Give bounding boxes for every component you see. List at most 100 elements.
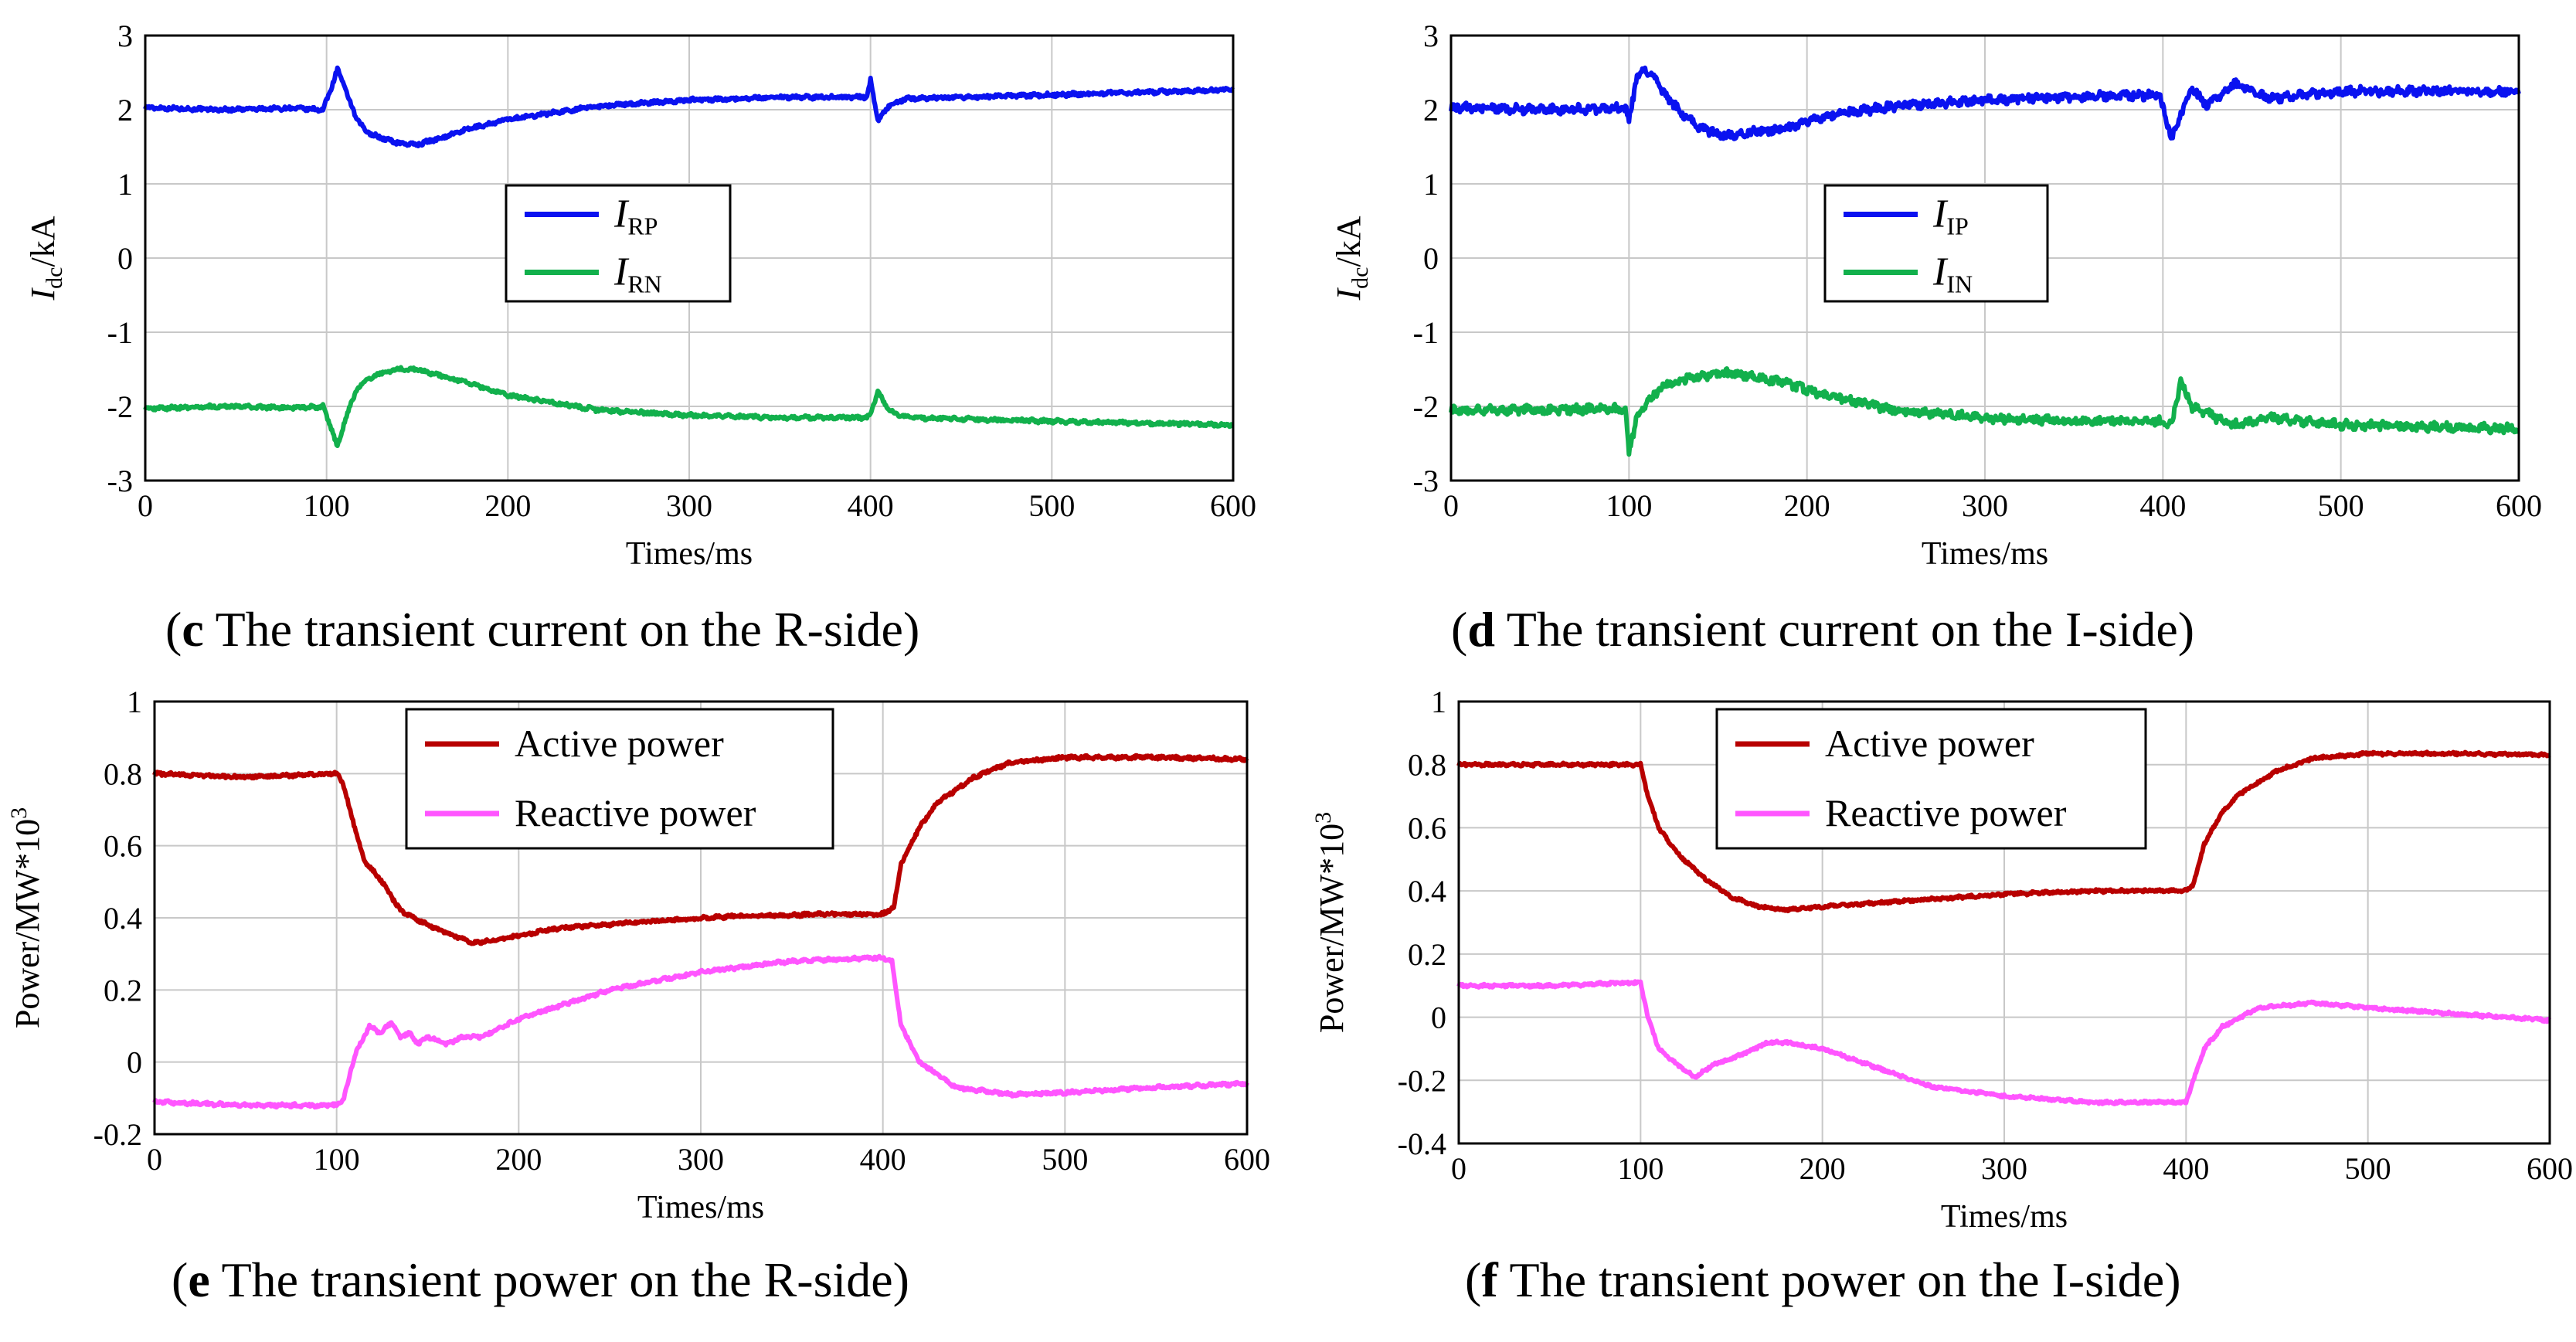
series-line-ip [1449,65,2521,141]
series-line-rn [143,365,1235,448]
x-tick-label: 200 [484,488,531,523]
y-tick-label: 0 [127,1045,142,1080]
y-tick-label: 0.6 [1408,810,1446,845]
x-tick-label: 500 [2345,1151,2391,1186]
legend: IRP IRN [505,184,732,303]
x-tick-label: 500 [1042,1142,1088,1177]
x-tick-label: 300 [666,488,712,523]
x-tick-label: 600 [1224,1142,1270,1177]
legend-label: Reactive power [1825,791,2067,834]
y-tick-label: 0 [117,241,133,276]
y-tick-label: 0.6 [104,829,142,864]
series-line-reactive-power [1456,979,2552,1106]
chart-f: 0 100 200 300 400 500 600 -0.4 -0.2 0 0.2 0.4 0.6 0.8… [1310,685,2573,1235]
series-line-active-power [152,753,1249,946]
x-axis-label: Times/ms [1941,1199,2068,1235]
x-tick-label: 100 [314,1142,360,1177]
series-line-active-power [1456,749,2551,914]
y-tick-label: -1 [1413,315,1439,350]
legend-label: IIN [1932,250,1973,298]
y-tick-label: 0.8 [104,756,142,791]
x-axis-label: Times/ms [637,1190,764,1225]
legend: Active power Reactive power [1715,708,2147,850]
y-tick-label: -0.4 [1398,1126,1446,1161]
x-tick-label: 400 [860,1142,906,1177]
x-tick-label: 0 [1451,1151,1466,1186]
x-tick-label: 200 [1784,488,1830,523]
x-tick-label: 0 [138,488,153,523]
y-tick-label: 0.4 [104,901,142,936]
x-tick-label: 100 [1606,488,1652,523]
y-tick-label: 2 [117,93,133,127]
caption-f: (f The transient power on the I-side) [1465,1252,2181,1307]
x-tick-label: 300 [678,1142,724,1177]
y-axis-label: Idc/kA [24,216,67,301]
legend: IIP IIN [1823,184,2049,303]
y-tick-label: -0.2 [93,1117,142,1152]
caption-c: (c The transient current on the R-side) [165,602,920,657]
x-tick-label: 300 [1981,1151,2027,1186]
x-tick-label: 200 [1799,1151,1846,1186]
caption-e: (e The transient power on the R-side) [172,1252,909,1307]
plot-frame [1457,700,2551,1145]
legend-label: IIP [1932,192,1969,240]
x-tick-label: 100 [304,488,350,523]
x-tick-label: 600 [1210,488,1256,523]
y-tick-label: -1 [107,315,133,350]
legend-label: Active power [1825,722,2034,765]
x-tick-label: 500 [2318,488,2364,523]
y-tick-label: 0.2 [104,973,142,1007]
legend-label: Reactive power [515,791,756,834]
y-tick-label: 0.8 [1408,748,1446,783]
chart-c: 0 100 200 300 400 500 600 -3 -2 -1 0 1 2 3 Times/ms Idc… [24,19,1256,572]
legend-box [1823,184,2049,303]
y-tick-label: -3 [107,464,133,498]
x-axis-label: Times/ms [626,536,753,572]
series-line-in [1449,366,2520,457]
x-tick-label: 400 [2163,1151,2209,1186]
x-tick-label: 400 [848,488,894,523]
legend-box [505,184,732,303]
series-line-reactive-power [152,953,1249,1110]
x-tick-label: 300 [1962,488,2008,523]
legend: Active power Reactive power [405,708,834,850]
y-tick-label: 0 [1423,241,1439,276]
y-tick-label: 1 [127,685,142,719]
x-tick-label: 400 [2139,488,2186,523]
x-tick-label: 500 [1028,488,1075,523]
chart-e: 0 100 200 300 400 500 600-0.200.20.40.60.81Tim… [6,685,1270,1225]
y-tick-label: 3 [1423,19,1439,53]
series-line-rp [143,65,1235,148]
y-tick-label: 0 [1431,1001,1446,1035]
y-tick-label: 3 [117,19,133,53]
y-tick-label: 0.4 [1408,874,1446,909]
caption-d: (d The transient current on the I-side) [1451,602,2195,657]
plot-frame [153,700,1249,1136]
x-tick-label: 600 [2496,488,2542,523]
plot-frame [1449,34,2520,482]
x-tick-label: 200 [495,1142,542,1177]
x-axis-label: Times/ms [1922,536,2048,572]
y-tick-label: -3 [1413,464,1439,498]
y-tick-label: 1 [117,167,133,202]
plot-frame [144,34,1235,482]
legend-box [1715,708,2147,850]
y-tick-label: 1 [1431,685,1446,719]
y-axis-label: Power/MW*103 [1310,812,1351,1033]
legend-label: IRN [613,250,662,298]
chart-d: 0 100 200 300 400 500 600 -3 -2 -1 0 1 2 3 Times/ms Idc… [1330,19,2542,572]
legend-label: IRP [613,192,658,240]
y-tick-label: 2 [1423,93,1439,127]
y-axis-label: Idc/kA [1330,216,1373,301]
y-tick-label: 1 [1423,167,1439,202]
legend-label: Active power [515,722,724,765]
legend-box [405,708,834,850]
y-tick-label: -2 [1413,389,1439,424]
y-tick-label: -2 [107,389,133,424]
x-tick-label: 100 [1617,1151,1664,1186]
x-tick-label: 0 [147,1142,162,1177]
x-tick-label: 0 [1443,488,1459,523]
y-axis-label: Power/MW*103 [6,807,46,1028]
x-tick-label: 600 [2527,1151,2573,1186]
